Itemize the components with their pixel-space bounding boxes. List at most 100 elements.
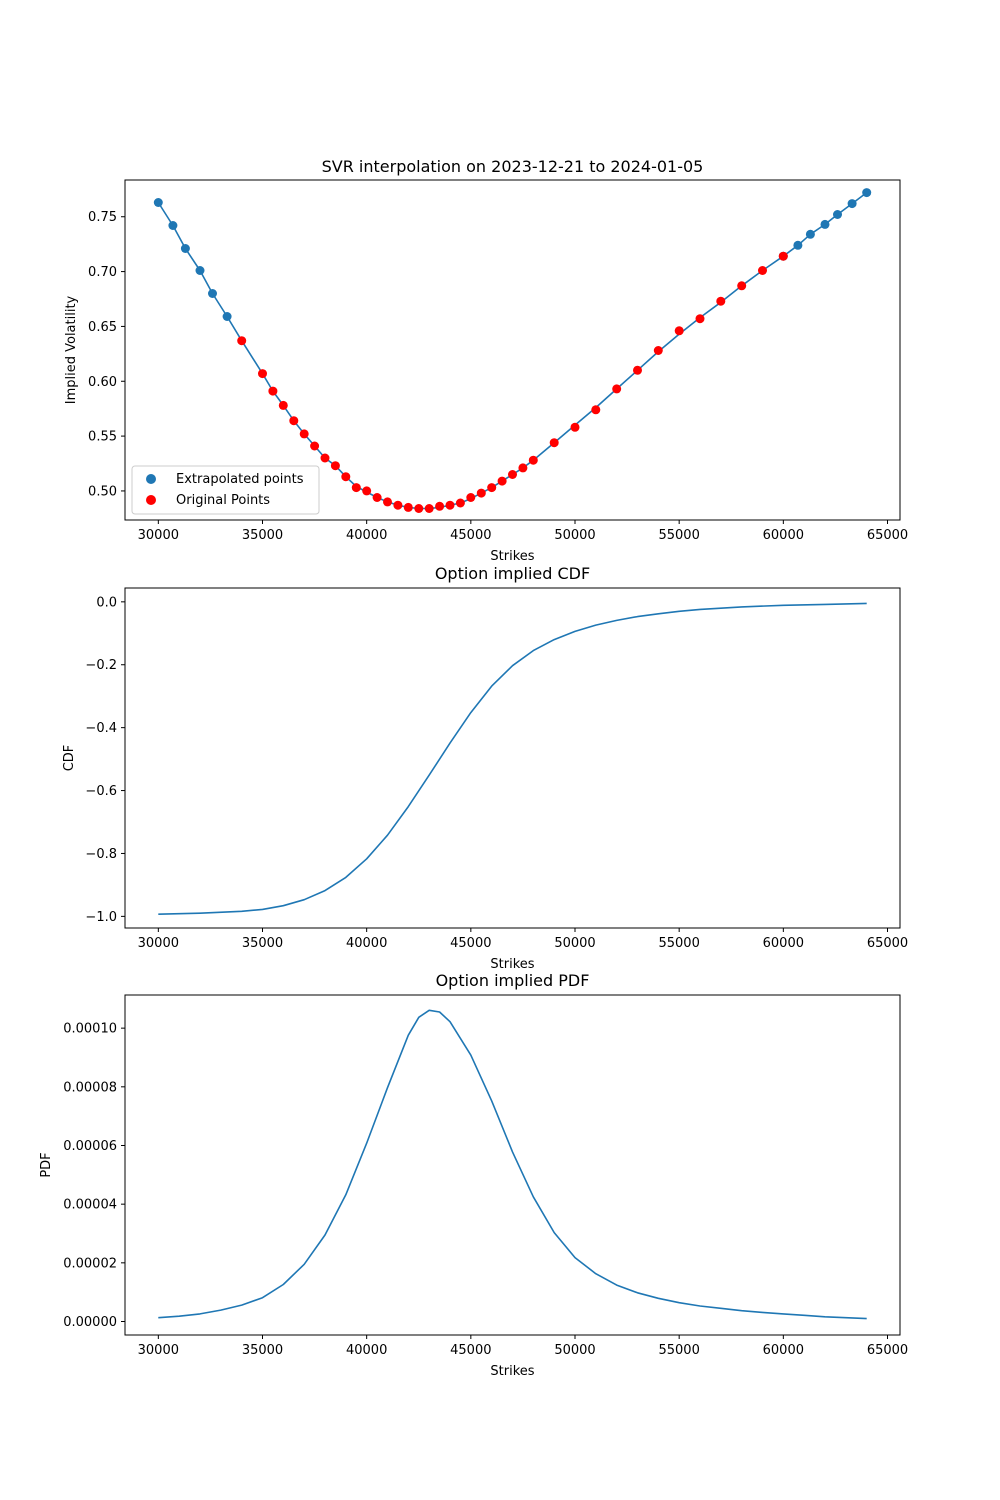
pdf-y-tick-label: 0.00002 xyxy=(63,1256,117,1271)
pdf-y-tick-label: 0.00000 xyxy=(63,1315,117,1330)
original-point xyxy=(414,504,424,513)
original-point xyxy=(455,498,465,508)
original-point xyxy=(424,504,434,513)
pdf-x-tick-label: 65000 xyxy=(867,1343,908,1358)
iv-x-tick-label: 60000 xyxy=(763,528,804,543)
iv-curve-line xyxy=(157,191,868,510)
iv-y-tick-label: 0.55 xyxy=(88,430,117,445)
pdf-y-axis-label: PDF xyxy=(39,1152,54,1177)
iv-y-tick-label: 0.75 xyxy=(88,210,117,225)
pdf-x-tick-label: 35000 xyxy=(242,1343,283,1358)
original-point xyxy=(299,429,309,439)
legend-frame xyxy=(131,465,320,515)
original-point xyxy=(445,500,455,510)
cdf-x-tick-label: 40000 xyxy=(346,936,387,951)
original-point xyxy=(403,502,413,512)
pdf-y-tick-label: 0.00004 xyxy=(63,1198,117,1213)
extrapolated-point xyxy=(180,244,190,253)
cdf-y-tick-label: 0.0 xyxy=(96,595,117,610)
cdf-plot-frame xyxy=(124,587,901,929)
original-point xyxy=(497,476,507,486)
original-point xyxy=(737,281,747,291)
pdf-y-tick-label: 0.00006 xyxy=(63,1139,117,1154)
cdf-x-tick-label: 45000 xyxy=(450,936,491,951)
legend-marker-original xyxy=(146,495,156,505)
cdf-y-tick-label: −0.4 xyxy=(85,721,117,736)
iv-chart-title: SVR interpolation on 2023-12-21 to 2024-… xyxy=(322,157,704,176)
legend-marker-extrapolated xyxy=(146,474,156,484)
cdf-x-tick-label: 60000 xyxy=(763,936,804,951)
original-point xyxy=(330,461,340,471)
pdf-x-tick-label: 45000 xyxy=(450,1343,491,1358)
legend-label-original: Original Points xyxy=(176,493,270,508)
pdf-y-tick-label: 0.00008 xyxy=(63,1080,117,1095)
extrapolated-point xyxy=(195,266,205,275)
pdf-x-tick-label: 30000 xyxy=(138,1343,179,1358)
original-point xyxy=(372,493,382,502)
original-point xyxy=(435,501,445,511)
iv-x-axis-label: Strikes xyxy=(490,549,534,564)
pdf-chart-title: Option implied PDF xyxy=(436,971,590,990)
iv-x-tick-label: 35000 xyxy=(242,528,283,543)
original-point xyxy=(518,463,528,473)
original-point xyxy=(591,405,601,415)
original-point xyxy=(758,266,767,275)
iv-chart-panel: SVR interpolation on 2023-12-21 to 2024-… xyxy=(64,157,908,564)
extrapolated-point xyxy=(168,221,178,230)
extrapolated-point xyxy=(820,219,830,229)
original-point xyxy=(633,365,642,375)
extrapolated-point xyxy=(208,289,217,298)
cdf-series-line xyxy=(158,602,867,915)
original-point xyxy=(278,400,288,410)
cdf-chart-title: Option implied CDF xyxy=(435,564,590,583)
pdf-x-tick-label: 60000 xyxy=(763,1343,804,1358)
iv-x-tick-label: 30000 xyxy=(138,528,179,543)
pdf-x-tick-label: 40000 xyxy=(346,1343,387,1358)
extrapolated-point xyxy=(793,240,803,250)
cdf-y-axis-label: CDF xyxy=(62,745,77,772)
original-point xyxy=(528,455,538,465)
original-point xyxy=(393,500,403,510)
original-point xyxy=(570,422,580,432)
iv-y-tick-label: 0.70 xyxy=(88,265,117,280)
original-point xyxy=(310,441,320,451)
cdf-y-tick-label: −0.6 xyxy=(85,784,117,799)
cdf-x-tick-label: 35000 xyxy=(242,936,283,951)
iv-x-tick-label: 45000 xyxy=(450,528,491,543)
pdf-x-tick-label: 50000 xyxy=(554,1343,595,1358)
extrapolated-point xyxy=(862,188,872,198)
pdf-series-line xyxy=(158,1009,867,1320)
original-point xyxy=(487,483,497,493)
extrapolated-point xyxy=(847,199,857,209)
pdf-plot-frame xyxy=(124,994,901,1336)
original-point xyxy=(320,453,330,463)
original-point xyxy=(237,336,247,346)
pdf-x-tick-label: 55000 xyxy=(658,1343,699,1358)
iv-y-axis-label: Implied Volatility xyxy=(64,295,79,404)
original-point xyxy=(653,346,663,355)
pdf-x-axis-label: Strikes xyxy=(490,1364,534,1379)
cdf-y-tick-label: −0.2 xyxy=(85,658,117,673)
original-point xyxy=(268,386,278,396)
iv-x-tick-label: 55000 xyxy=(658,528,699,543)
cdf-x-tick-label: 50000 xyxy=(554,936,595,951)
iv-plot-frame xyxy=(124,179,901,521)
original-point xyxy=(716,296,726,306)
extrapolated-point xyxy=(805,229,815,239)
iv-legend: Extrapolated points Original Points xyxy=(131,465,320,515)
cdf-y-tick-label: −1.0 xyxy=(85,910,117,925)
original-point xyxy=(674,326,684,336)
iv-y-tick-label: 0.50 xyxy=(88,484,117,499)
cdf-x-tick-label: 55000 xyxy=(658,936,699,951)
cdf-y-tick-label: −0.8 xyxy=(85,847,117,862)
original-point xyxy=(466,493,476,502)
pdf-chart-panel: Option implied PDF 30000 35000 40000 45000 5… xyxy=(39,971,908,1379)
original-point xyxy=(289,416,299,426)
original-point xyxy=(362,486,372,496)
extrapolated-point xyxy=(153,198,163,207)
cdf-x-axis-label: Strikes xyxy=(490,957,534,972)
cdf-x-tick-label: 30000 xyxy=(138,936,179,951)
original-point xyxy=(612,384,622,394)
